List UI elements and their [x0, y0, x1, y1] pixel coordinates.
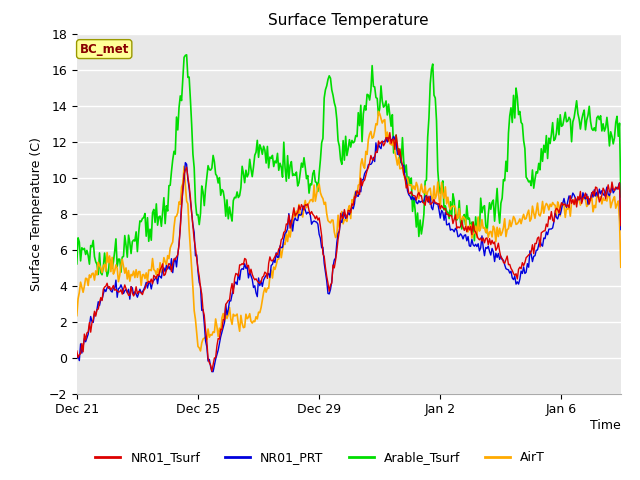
Text: BC_met: BC_met: [79, 43, 129, 56]
Title: Surface Temperature: Surface Temperature: [269, 13, 429, 28]
Legend: NR01_Tsurf, NR01_PRT, Arable_Tsurf, AirT: NR01_Tsurf, NR01_PRT, Arable_Tsurf, AirT: [90, 446, 550, 469]
Text: Time: Time: [590, 419, 621, 432]
Y-axis label: Surface Temperature (C): Surface Temperature (C): [30, 137, 43, 290]
